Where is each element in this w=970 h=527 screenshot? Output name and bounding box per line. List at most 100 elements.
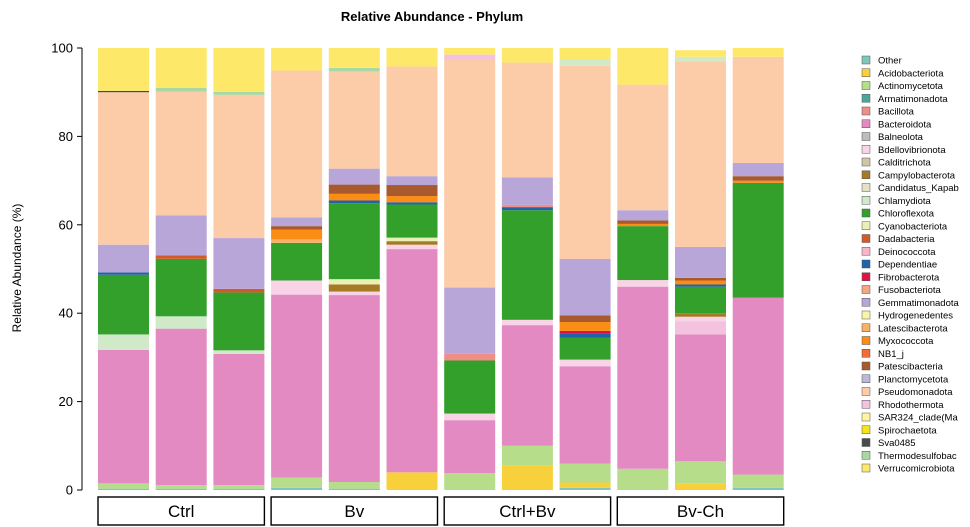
bar-sample-2 [155, 48, 207, 490]
legend-swatch [861, 387, 871, 396]
bar-segment-myxococcota [559, 322, 611, 331]
bar-segment-myxococcota [732, 180, 784, 183]
y-tick-label: 20 [59, 394, 73, 409]
bar-segment-myxococcota [617, 223, 669, 227]
bar-segment-pseudomonadota [155, 91, 207, 216]
legend-swatch [861, 285, 871, 294]
bar-sample-5 [328, 48, 380, 490]
bar-segment-patescibacteria [675, 277, 726, 281]
legend-item-label: Bacteroidota [878, 119, 932, 130]
bar-segment-gemmatimonadota [444, 287, 496, 354]
bar-segment-verrucomicrobiota [559, 48, 611, 60]
legend-item-label: Rhodothermota [878, 400, 944, 411]
legend-swatch [861, 132, 871, 141]
bar-segment-chloroflexota [386, 204, 438, 238]
bar-segment-chloroflexota [328, 203, 380, 280]
bar-segment-campylobacterota [328, 284, 380, 292]
y-tick-label: 100 [51, 41, 73, 56]
group-label-box [616, 496, 785, 526]
bar-segment-bdellovibrionota [328, 291, 380, 296]
legend-swatch [861, 272, 871, 281]
legend-swatch [861, 463, 871, 473]
bar-segment-myxococcota [328, 193, 380, 201]
bar-segment-actinomycetota [559, 463, 611, 483]
bar-segment-chloroflexota [444, 360, 496, 414]
bar-segment-verrucomicrobiota [675, 50, 726, 57]
bar-segment-pseudomonadota [675, 61, 726, 247]
bar-segment-other [732, 487, 784, 490]
bar-segment-rhodothermota [675, 321, 726, 335]
bar-segment-chloroflexota [732, 182, 784, 298]
legend-swatch [861, 336, 871, 345]
bar-segment-chloroflexota [271, 242, 323, 281]
bar-segment-dadabacteria [213, 288, 265, 293]
bar-segment-dependentiae [328, 200, 380, 204]
legend-swatch [861, 412, 871, 422]
bar-segment-chloroflexota [501, 210, 553, 320]
bar-segment-dependentiae [675, 284, 726, 287]
bar-segment-bacteroidota [155, 328, 207, 486]
group-label-box [97, 496, 266, 526]
bar-segment-actinomycetota [328, 482, 380, 489]
y-tick-label: 80 [59, 129, 73, 144]
bar-segment-gemmatimonadota [732, 162, 784, 177]
bar-segment-chloroflexota [559, 337, 611, 360]
bar-segment-campylobacterota [386, 241, 438, 245]
bar-segment-actinomycetota [732, 474, 784, 488]
bar-segment-other [271, 487, 323, 490]
bar-segment-bacillota [444, 353, 496, 361]
bar-segment-dependentiae [386, 202, 438, 205]
y-tick-label: 60 [59, 217, 73, 232]
bar-sample-8 [501, 48, 553, 490]
legend-swatch [861, 183, 871, 192]
bar-segment-chloroflexota [213, 292, 265, 351]
bar-segment-pseudomonadota [98, 92, 149, 245]
bar-sample-1 [98, 48, 149, 490]
bar-segment-myxococcota [386, 196, 438, 203]
bar-segment-gemmatimonadota [328, 168, 380, 185]
bar-segment-pseudomonadota [617, 84, 669, 211]
bar-segment-verrucomicrobiota [386, 48, 438, 67]
bar-segment-bacteroidota [328, 295, 380, 483]
bar-segment-bacteroidota [675, 334, 726, 462]
legend-item-label: Bdellovibrionota [878, 145, 946, 156]
bar-segment-chlamydiota [155, 316, 207, 329]
bar-segment-patescibacteria [559, 315, 611, 323]
bar-segment-bacteroidota [213, 353, 265, 486]
y-tick-label: 0 [66, 483, 73, 498]
bar-segment-bacteroidota [271, 294, 323, 478]
bar-segment-thermodesulfobac [213, 91, 265, 95]
legend-swatch [861, 425, 871, 434]
bar-segment-verrucomicrobiota [732, 48, 784, 57]
legend-item-label: Verrucomicrobiota [878, 464, 955, 475]
legend-swatch [861, 119, 871, 128]
bar-segment-verrucomicrobiota [213, 48, 265, 92]
bar-segment-acidobacteriota [675, 483, 726, 490]
group-label: Ctrl [168, 502, 194, 521]
y-axis: 0 20 40 60 80 100 [51, 41, 83, 498]
bar-segment-gemmatimonadota [559, 258, 611, 316]
legend-item-label: Other [878, 56, 902, 67]
bar-segment-acidobacteriota [386, 472, 438, 490]
bar-segment-patescibacteria [271, 226, 323, 230]
legend-item-label: Acidobacteriota [878, 68, 944, 79]
bar-segment-gemmatimonadota [386, 176, 438, 186]
bar-segment-bacteroidota [501, 325, 553, 446]
bar-segment-bdellovibrionota [386, 244, 438, 250]
group-label-box [443, 496, 612, 526]
bar-segment-pseudomonadota [732, 56, 784, 163]
bar-segment-other [559, 487, 611, 490]
legend-item-label: Sva0485 [878, 438, 916, 449]
bar-segment-chlamydiota [98, 334, 149, 350]
bar-segment-verrucomicrobiota [328, 48, 380, 68]
legend-item-label: Fusobacteriota [878, 285, 942, 296]
bar-segment-chlamydiota [213, 350, 265, 354]
bar-segment-chloroflexota [675, 286, 726, 314]
bar-segment-bacteroidota [617, 286, 669, 469]
bar-segment-patescibacteria [617, 220, 669, 224]
legend-swatch [861, 234, 871, 243]
legend-swatch [861, 298, 871, 307]
legend-item-label: Gemmatimonadota [878, 298, 960, 309]
bar-segment-gemmatimonadota [155, 215, 207, 256]
